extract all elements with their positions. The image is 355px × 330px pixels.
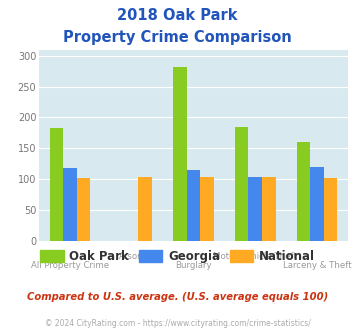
Text: Motor Vehicle Theft: Motor Vehicle Theft bbox=[213, 252, 297, 261]
Text: All Property Crime: All Property Crime bbox=[31, 261, 109, 270]
Text: Compared to U.S. average. (U.S. average equals 100): Compared to U.S. average. (U.S. average … bbox=[27, 292, 328, 302]
Bar bbox=[297, 142, 310, 241]
Text: 2018 Oak Park: 2018 Oak Park bbox=[117, 8, 238, 23]
Bar bbox=[262, 177, 275, 241]
Bar bbox=[187, 170, 200, 241]
Bar bbox=[248, 177, 262, 241]
Text: Burglary: Burglary bbox=[175, 261, 212, 270]
Bar bbox=[50, 128, 63, 241]
Bar bbox=[235, 127, 248, 241]
Bar bbox=[63, 168, 77, 241]
Text: Larceny & Theft: Larceny & Theft bbox=[283, 261, 351, 270]
Bar bbox=[77, 178, 90, 241]
Bar bbox=[138, 177, 152, 241]
Text: Property Crime Comparison: Property Crime Comparison bbox=[63, 30, 292, 45]
Legend: Oak Park, Georgia, National: Oak Park, Georgia, National bbox=[35, 246, 320, 268]
Text: Arson: Arson bbox=[119, 252, 144, 261]
Bar bbox=[310, 167, 324, 241]
Bar bbox=[200, 177, 214, 241]
Text: © 2024 CityRating.com - https://www.cityrating.com/crime-statistics/: © 2024 CityRating.com - https://www.city… bbox=[45, 319, 310, 328]
Bar bbox=[324, 178, 337, 241]
Bar bbox=[173, 67, 187, 241]
